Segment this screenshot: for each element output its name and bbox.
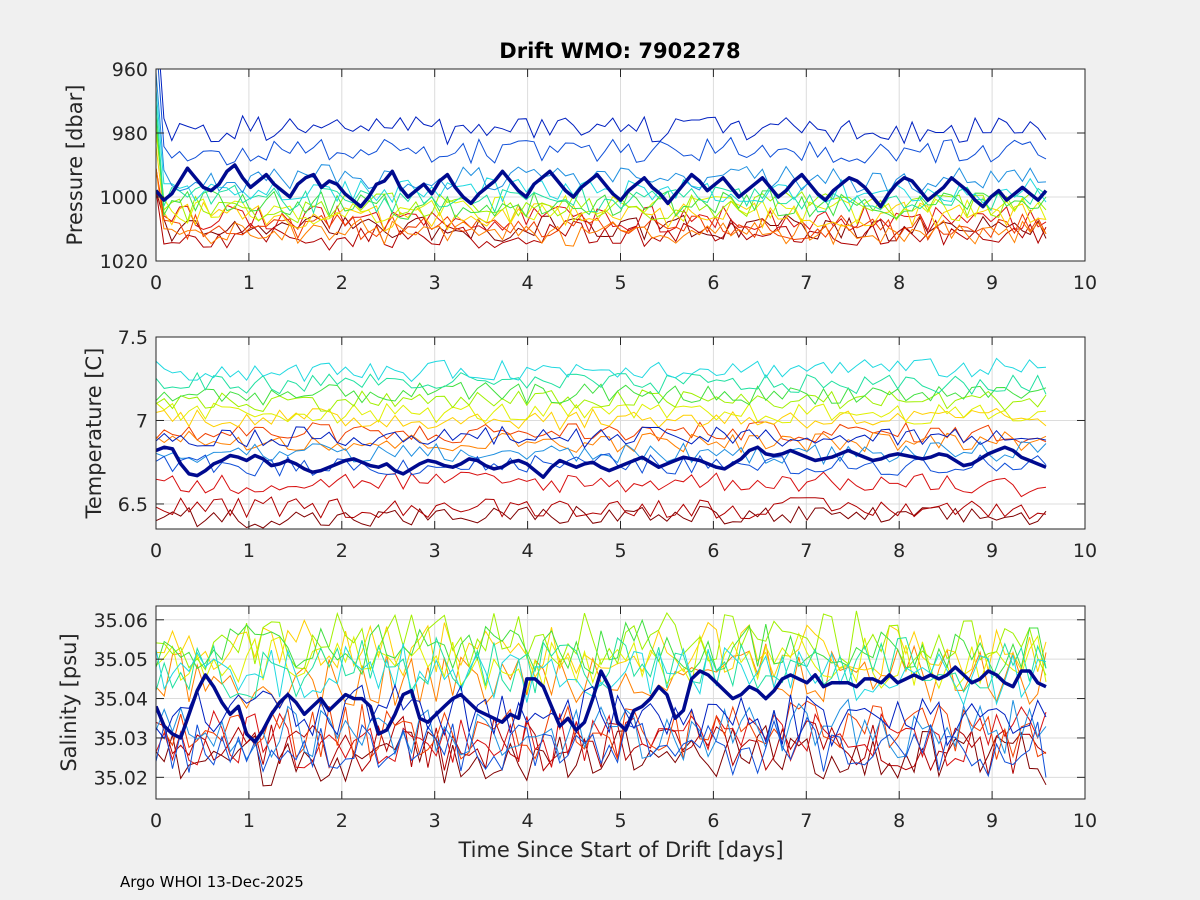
pressure-y-tick-label: 980 — [112, 123, 148, 145]
temperature-series-line — [156, 505, 1047, 529]
temperature-series-line — [156, 425, 1047, 449]
pressure-series-line — [156, 100, 1047, 215]
temperature-mean-line — [156, 445, 1047, 479]
pressure-series-line — [156, 72, 1047, 195]
temperature-series-line — [156, 357, 1047, 383]
salinity-series-line — [156, 636, 1047, 700]
salinity-x-tick-label: 1 — [243, 810, 255, 832]
temperature-series-line — [156, 496, 1047, 520]
pressure-y-tick-label: 960 — [112, 59, 148, 81]
temperature-x-tick-label: 9 — [986, 540, 998, 562]
temperature-y-tick-label: 7 — [136, 410, 148, 432]
temperature-y-axis-label: Temperature [C] — [82, 348, 106, 520]
salinity-series-line — [156, 683, 1047, 748]
salinity-x-tick-label: 10 — [1073, 810, 1097, 832]
pressure-x-tick-label: 0 — [150, 272, 162, 294]
temperature-x-tick-label: 8 — [893, 540, 905, 562]
temperature-x-tick-label: 7 — [800, 540, 812, 562]
pressure-x-tick-label: 4 — [522, 272, 534, 294]
pressure-series-line — [156, 123, 1047, 224]
salinity-x-tick-label: 0 — [150, 810, 162, 832]
chart-title: Drift WMO: 7902278 — [499, 39, 740, 63]
pressure-series-line — [156, 113, 1047, 220]
temperature-x-tick-label: 10 — [1073, 540, 1097, 562]
salinity-x-tick-label: 3 — [429, 810, 441, 832]
salinity-x-tick-label: 2 — [336, 810, 348, 832]
temperature-x-tick-label: 4 — [522, 540, 534, 562]
pressure-x-tick-label: 10 — [1073, 272, 1097, 294]
salinity-y-tick-label: 35.04 — [94, 689, 148, 711]
salinity-x-tick-label: 9 — [986, 810, 998, 832]
salinity-y-tick-label: 35.05 — [94, 649, 148, 671]
salinity-y-tick-label: 35.06 — [94, 610, 148, 632]
pressure-x-tick-label: 1 — [243, 272, 255, 294]
pressure-y-tick-label: 1020 — [100, 251, 148, 273]
salinity-series-line — [156, 618, 1047, 679]
salinity-series-line — [156, 698, 1047, 762]
temperature-series-line — [156, 407, 1047, 431]
pressure-x-tick-label: 6 — [707, 272, 719, 294]
temperature-x-tick-label: 0 — [150, 540, 162, 562]
salinity-series-line — [156, 700, 1047, 762]
pressure-x-tick-label: 5 — [614, 272, 626, 294]
salinity-mean-line — [156, 665, 1047, 744]
salinity-y-tick-label: 35.02 — [94, 767, 148, 789]
pressure-x-tick-label: 2 — [336, 272, 348, 294]
pressure-series-line — [156, 88, 1047, 205]
temperature-x-tick-label: 2 — [336, 540, 348, 562]
pressure-series-group — [156, 69, 1048, 251]
pressure-y-axis-label: Pressure [dbar] — [63, 85, 87, 246]
pressure-x-tick-label: 9 — [986, 272, 998, 294]
pressure-x-tick-label: 8 — [893, 272, 905, 294]
footer-credit: Argo WHOI 13-Dec-2025 — [120, 873, 304, 891]
pressure-x-tick-label: 3 — [429, 272, 441, 294]
temperature-x-tick-label: 5 — [614, 540, 626, 562]
salinity-series-line — [156, 610, 1047, 676]
pressure-series-line — [156, 168, 1047, 247]
temperature-panel: 0 1 2 3 4 5 6 7 8 9 10 6.5 7 7.5 Temperature [C] — [82, 327, 1097, 562]
salinity-y-axis-label: Salinity [psu] — [57, 633, 81, 771]
salinity-x-tick-label: 5 — [614, 810, 626, 832]
salinity-series-line — [156, 716, 1047, 778]
temperature-series-line — [156, 371, 1047, 396]
salinity-x-tick-label: 4 — [522, 810, 534, 832]
salinity-series-line — [156, 715, 1047, 775]
pressure-series-line — [156, 168, 1047, 234]
temperature-x-tick-label: 6 — [707, 540, 719, 562]
pressure-series-line — [157, 69, 1047, 166]
pressure-series-line — [156, 168, 1047, 242]
temperature-series-line — [156, 421, 1047, 445]
temperature-y-tick-label: 6.5 — [118, 494, 148, 516]
temperature-series-line — [156, 471, 1047, 498]
pressure-series-line — [159, 69, 1047, 146]
salinity-series-line — [156, 618, 1047, 679]
pressure-mean-line — [156, 163, 1048, 209]
salinity-x-tick-label: 8 — [893, 810, 905, 832]
temperature-series-line — [156, 389, 1047, 412]
pressure-x-tick-label: 7 — [800, 272, 812, 294]
pressure-y-tick-label: 1000 — [100, 187, 148, 209]
salinity-x-axis-label: Time Since Start of Drift [days] — [457, 838, 783, 862]
temperature-series-line — [156, 440, 1047, 466]
pressure-series-line — [156, 190, 1047, 251]
temperature-x-tick-label: 1 — [243, 540, 255, 562]
salinity-x-tick-label: 7 — [800, 810, 812, 832]
salinity-y-tick-label: 35.03 — [94, 728, 148, 750]
salinity-series-group — [156, 610, 1047, 787]
temperature-x-tick-label: 3 — [429, 540, 441, 562]
temperature-series-group — [156, 357, 1047, 529]
temperature-series-line — [156, 453, 1047, 477]
salinity-series-line — [156, 705, 1047, 769]
salinity-series-line — [156, 643, 1047, 707]
salinity-panel: 0 1 2 3 4 5 6 7 8 9 10 35.02 35.03 35.04 35.05 35.06 Sal… — [57, 605, 1097, 862]
pressure-panel: 0 1 2 3 4 5 6 7 8 9 10 960 980 1000 1020 Pressure [dbar… — [63, 59, 1097, 294]
temperature-y-tick-label: 7.5 — [118, 327, 148, 349]
temperature-series-line — [156, 430, 1047, 454]
salinity-x-tick-label: 6 — [707, 810, 719, 832]
salinity-series-line — [156, 632, 1047, 694]
